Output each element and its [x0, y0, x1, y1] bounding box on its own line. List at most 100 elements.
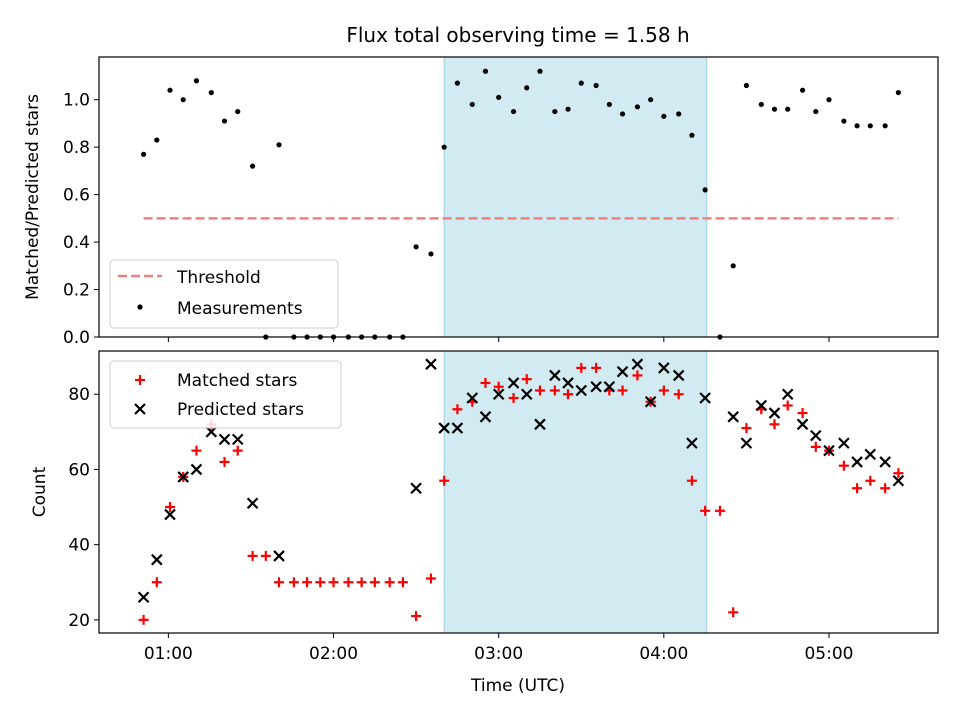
matched-star-point — [219, 456, 230, 467]
measurement-point — [180, 97, 186, 103]
predicted-star-point — [603, 380, 616, 393]
measurement-point — [565, 106, 571, 112]
predicted-star-point — [137, 591, 150, 604]
predicted-star-point — [590, 380, 602, 393]
count-y-tick-label: 20 — [68, 611, 90, 631]
measurement-point — [895, 89, 901, 96]
x-tick-label: 01:00 — [144, 644, 193, 664]
matched-star-point — [343, 577, 354, 588]
legend-plus-marker — [135, 375, 145, 385]
matched-star-point — [810, 441, 821, 452]
measurement-point — [743, 82, 750, 89]
matched-star-point — [769, 419, 780, 430]
measurement-point — [882, 123, 888, 129]
predicted-star-point — [616, 365, 629, 378]
predicted-star-point — [727, 411, 739, 423]
predicted-star-point — [631, 358, 644, 370]
measurement-point — [813, 108, 819, 115]
measurement-point — [441, 144, 447, 150]
count-y-axis-label: Count — [30, 466, 50, 517]
predicted-star-point — [879, 456, 891, 468]
predicted-star-point — [838, 437, 850, 449]
predicted-star-point — [520, 388, 533, 401]
legend-x-marker — [134, 403, 146, 415]
ratio-y-axis-label: Matched/Predicted stars — [23, 94, 43, 300]
predicted-star-point — [740, 437, 753, 449]
measurement-point — [826, 97, 832, 103]
measurement-point — [167, 87, 173, 93]
matched-star-point — [617, 385, 628, 396]
matched-star-point — [369, 577, 380, 588]
measurement-point — [648, 97, 654, 103]
predicted-star-point — [686, 437, 698, 449]
measurement-point — [235, 108, 241, 115]
measurement-point — [758, 101, 764, 108]
x-axis-label: Time (UTC) — [470, 676, 565, 696]
ratio-panel: 0.0 0.2 0.4 0.6 0.8 1.0 Matched/Predicted sta… — [23, 56, 939, 348]
legend-predicted-swatch — [134, 403, 146, 415]
predicted-star-point — [672, 369, 685, 382]
matched-star-point — [852, 483, 863, 494]
measurement-point — [676, 111, 682, 117]
measurement-point — [634, 104, 641, 110]
count-y-tick-label: 80 — [68, 385, 90, 405]
matched-star-point — [686, 475, 697, 486]
predicted-star-point — [246, 497, 259, 510]
measurement-point — [702, 187, 708, 193]
predicted-star-point — [644, 395, 657, 408]
ratio-legend-box — [109, 259, 339, 329]
ratio-panel-frame — [98, 56, 939, 338]
measurement-point — [689, 132, 695, 138]
predicted-star-point — [425, 358, 437, 370]
predicted-star-point — [507, 377, 520, 389]
matched-star-point — [534, 385, 545, 396]
matched-star-point — [425, 573, 436, 584]
matched-star-point — [728, 607, 739, 618]
chart-title: Flux total observing time = 1.58 h — [346, 23, 689, 47]
predicted-star-point — [699, 392, 711, 404]
measurement-point — [867, 123, 873, 129]
matched-star-point — [658, 385, 669, 396]
measurement-point — [552, 108, 558, 115]
predicted-star-point — [466, 392, 479, 404]
matched-star-point — [274, 577, 285, 588]
measurement-point — [593, 82, 599, 89]
predicted-star-point — [562, 377, 574, 389]
ratio-y-tick-label: 1.0 — [63, 91, 90, 111]
matched-star-point — [714, 505, 725, 516]
predicted-star-point — [273, 550, 285, 562]
matched-star-point — [439, 475, 450, 486]
x-tick-label: 05:00 — [804, 644, 853, 664]
legend-threshold-label: Threshold — [176, 268, 261, 288]
matched-star-point — [191, 445, 202, 456]
predicted-star-point — [796, 418, 809, 431]
count-axes: 01:00 02:00 03:00 04:00 05:00 20 40 60 80 — [68, 385, 853, 664]
measurement-point — [771, 106, 778, 112]
matched-star-point — [563, 389, 574, 400]
matched-star-point — [288, 577, 299, 588]
measurement-point — [428, 251, 434, 257]
predicted-star-point — [479, 411, 492, 423]
matched-star-point — [632, 370, 643, 381]
ratio-y-tick-label: 0.2 — [63, 281, 90, 301]
matched-star-point — [508, 393, 519, 403]
measurement-point — [276, 142, 282, 148]
legend-measurements-swatch — [137, 304, 143, 310]
predicted-star-point — [231, 433, 244, 446]
predicted-star-point — [864, 448, 877, 461]
matched-star-point — [232, 445, 243, 456]
ratio-y-tick-label: 0.0 — [63, 328, 90, 348]
ratio-legend: Threshold Measurements — [109, 259, 339, 329]
matched-star-point — [165, 502, 176, 513]
measurement-point — [208, 89, 214, 96]
predicted-star-point — [810, 429, 822, 442]
matched-star-point — [893, 468, 904, 479]
ratio-y-tick-label: 0.6 — [63, 186, 90, 206]
matched-star-point — [838, 460, 849, 471]
matched-star-point — [315, 577, 326, 588]
predicted-star-point — [768, 407, 781, 419]
matched-star-point — [700, 505, 711, 516]
predicted-star-point — [218, 433, 231, 446]
